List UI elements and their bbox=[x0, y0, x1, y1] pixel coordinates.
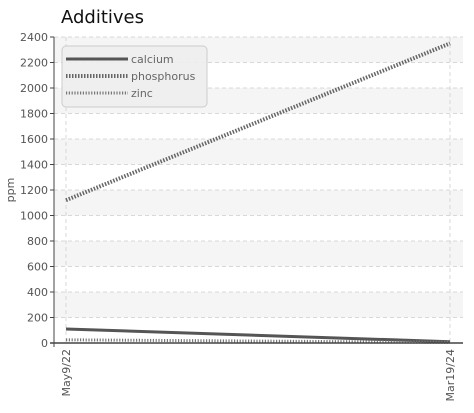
x-tick-labels: May9/22 Mar19/24 bbox=[60, 349, 457, 401]
legend-label-calcium: calcium bbox=[131, 53, 174, 66]
x-tick-label: May9/22 bbox=[60, 349, 73, 396]
y-tick-label: 1600 bbox=[20, 133, 48, 146]
y-tick-label: 200 bbox=[27, 312, 48, 325]
y-tick-label: 800 bbox=[27, 235, 48, 248]
y-tick-label: 1000 bbox=[20, 210, 48, 223]
y-axis-label: ppm bbox=[4, 178, 17, 203]
y-tick-label: 600 bbox=[27, 261, 48, 274]
series-lines bbox=[65, 41, 451, 344]
legend: calcium phosphorus zinc bbox=[61, 45, 208, 108]
series-line-zinc bbox=[65, 338, 451, 344]
y-tick-label: 400 bbox=[27, 286, 48, 299]
plot-band bbox=[54, 190, 463, 216]
series-line-phosphorus bbox=[65, 41, 451, 203]
legend-box bbox=[61, 45, 208, 108]
y-tick-labels: 0 200 400 600 800 1000 1200 1400 1600 1800 2000 220… bbox=[20, 31, 48, 350]
y-tick-label: 0 bbox=[41, 337, 48, 350]
chart-title: Additives bbox=[61, 7, 144, 28]
y-tick-label: 1400 bbox=[20, 159, 48, 172]
legend-label-phosphorus: phosphorus bbox=[131, 70, 196, 83]
plot-band bbox=[54, 241, 463, 267]
legend-label-zinc: zinc bbox=[131, 87, 153, 100]
series-line-calcium bbox=[65, 327, 451, 344]
y-tick-label: 1200 bbox=[20, 184, 48, 197]
plot-band bbox=[54, 139, 463, 165]
x-tick-label: Mar19/24 bbox=[444, 349, 457, 401]
y-tick-label: 1800 bbox=[20, 108, 48, 121]
axes bbox=[50, 36, 463, 347]
plot-band bbox=[54, 292, 463, 318]
y-tick-label: 2000 bbox=[20, 82, 48, 95]
y-tick-label: 2400 bbox=[20, 31, 48, 44]
y-tick-label: 2200 bbox=[20, 57, 48, 70]
